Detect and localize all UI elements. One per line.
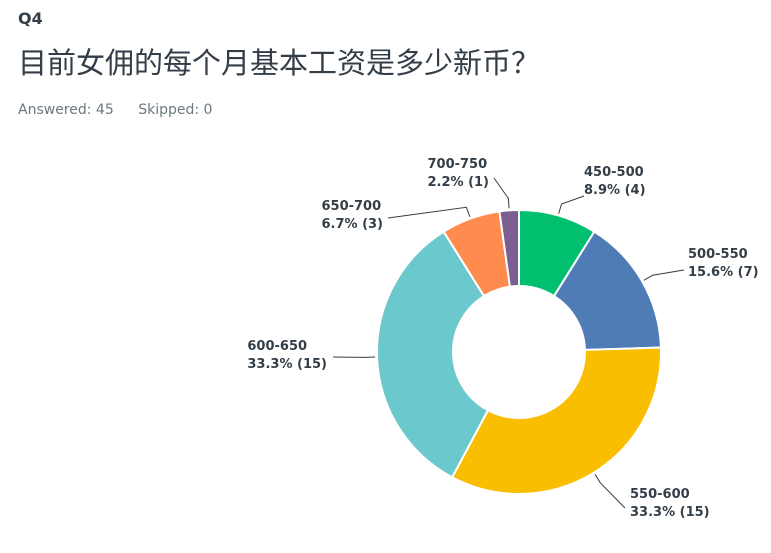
- question-number: Q4: [18, 9, 43, 28]
- slice-600-650[interactable]: [376, 230, 490, 479]
- slice-700-750[interactable]: [498, 208, 520, 288]
- slice-label-600-650: 600-650: [247, 339, 307, 354]
- answered-count: Answered: 45: [18, 102, 114, 118]
- slice-label-500-550: 500-550: [688, 247, 748, 262]
- leader-line-700-750: [493, 177, 510, 209]
- leader-line-500-550: [643, 269, 685, 281]
- slice-value-500-550: 15.6% (7): [688, 265, 759, 280]
- leader-line-550-600: [594, 474, 626, 509]
- leader-line-650-700: [387, 206, 471, 219]
- slice-value-550-600: 33.3% (15): [630, 505, 710, 520]
- question-title: 目前女佣的每个月基本工资是多少新币？: [18, 46, 541, 80]
- skipped-count: Skipped: 0: [138, 102, 213, 118]
- leader-line-450-500: [558, 195, 585, 214]
- slice-label-650-700: 650-700: [321, 199, 381, 214]
- slice-value-600-650: 33.3% (15): [247, 357, 327, 372]
- slice-value-450-500: 8.9% (4): [584, 183, 646, 198]
- slice-500-550[interactable]: [552, 230, 662, 351]
- slice-label-550-600: 550-600: [630, 487, 690, 502]
- response-stats: Answered: 45 Skipped: 0: [18, 102, 232, 118]
- slice-value-650-700: 6.7% (3): [321, 217, 383, 232]
- slice-value-700-750: 2.2% (1): [427, 175, 489, 190]
- slice-label-700-750: 700-750: [427, 157, 487, 172]
- slice-label-450-500: 450-500: [584, 165, 644, 180]
- slice-550-600[interactable]: [450, 346, 662, 495]
